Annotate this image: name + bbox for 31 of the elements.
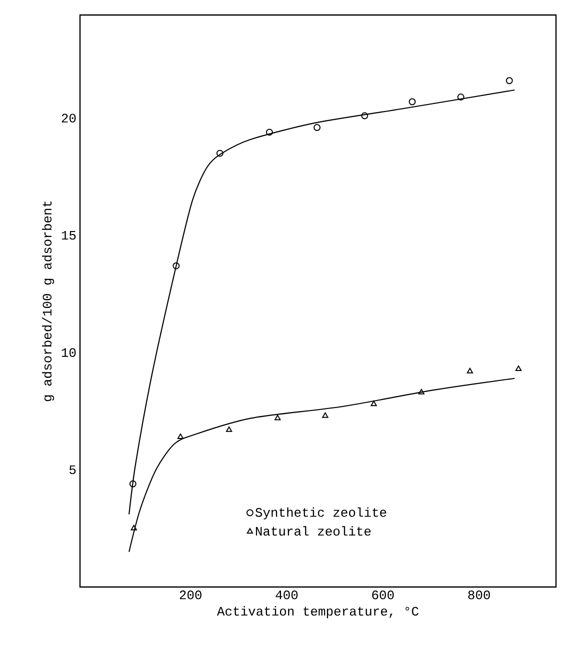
point [515,365,522,371]
line-series [128,378,516,552]
x-tick-label: 200 [180,590,202,600]
point [314,124,321,132]
point [370,400,377,406]
y-tick-label: 10 [62,348,76,357]
point [408,98,416,106]
point [216,150,224,157]
legend-label: Natural zeolite [256,526,371,536]
point [130,524,137,530]
y-axis-title: g adsorbed/100 g adsorbent [42,201,54,402]
point [418,388,424,394]
x-axis-title: Activation temperature, °C [216,606,418,618]
y-tick-label: 5 [70,465,76,474]
point [266,128,273,136]
point [177,433,184,439]
point [129,480,136,488]
y-tick-label: 20 [62,114,76,123]
point [506,77,513,84]
y-tick-label: 15 [62,231,76,240]
x-tick-label: 600 [372,590,394,600]
point [172,262,180,270]
point [361,112,368,120]
point [274,414,281,420]
point [466,368,474,374]
legend-label: Synthetic zeolite [255,507,386,520]
x-tick-label: 400 [276,590,298,600]
point [457,94,464,101]
point [322,412,328,418]
point [226,426,232,432]
x-tick-label: 800 [468,590,490,600]
